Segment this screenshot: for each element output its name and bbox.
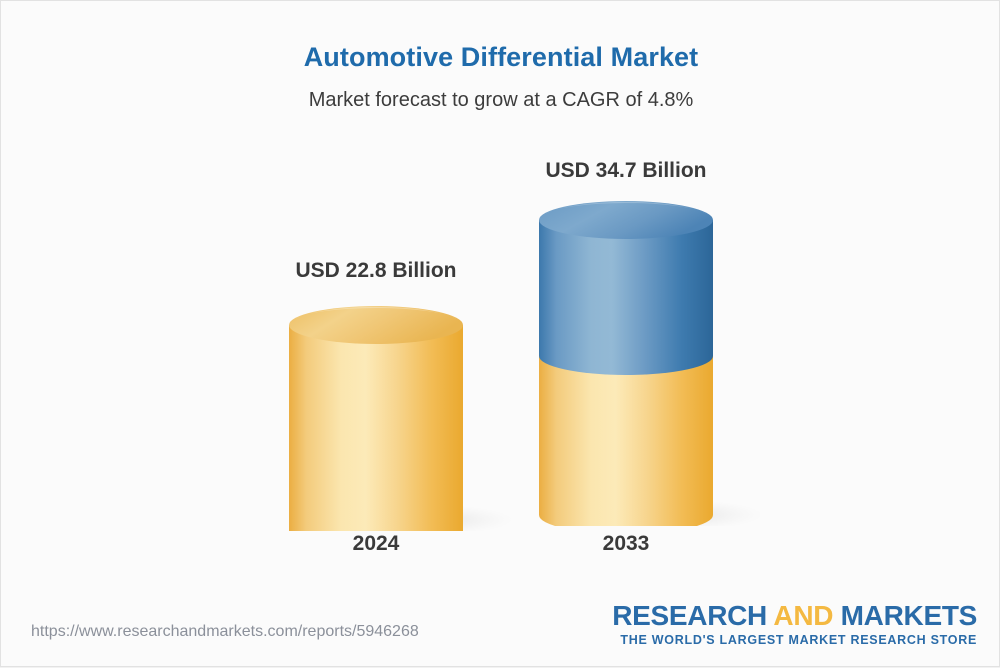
bar-value-label-2033: USD 34.7 Billion — [545, 159, 707, 182]
page-title: Automotive Differential Market — [303, 42, 699, 72]
cylinder-segment-growth-2033 — [539, 220, 713, 375]
bar-value-label-2024: USD 22.8 Billion — [295, 259, 457, 282]
axis-label-2024: 2024 — [352, 532, 400, 555]
cylinder-2024 — [289, 306, 513, 531]
cylinder-2033 — [539, 201, 763, 526]
axis-label-2033: 2033 — [602, 532, 650, 555]
cylinder-top-2033 — [539, 201, 713, 239]
cylinder-top-2024 — [289, 306, 463, 344]
logo-word-markets: MARKETS — [840, 600, 978, 631]
logo-word-research: RESEARCH — [612, 600, 774, 631]
cylinder-body-2024 — [289, 325, 463, 531]
logo-wordmark: RESEARCH AND MARKETS — [612, 601, 977, 630]
logo-tagline: THE WORLD'S LARGEST MARKET RESEARCH STOR… — [620, 633, 977, 648]
cylinder-segment-base-2033 — [539, 356, 713, 526]
research-and-markets-logo[interactable]: RESEARCH AND MARKETS THE WORLD'S LARGEST… — [612, 601, 977, 648]
chart-header: Automotive Differential Market Market fo… — [1, 1, 1000, 112]
logo-word-and: AND — [773, 600, 841, 631]
source-url[interactable]: https://www.researchandmarkets.com/repor… — [31, 623, 419, 640]
chart-subtitle: Market forecast to grow at a CAGR of 4.8… — [308, 89, 694, 111]
